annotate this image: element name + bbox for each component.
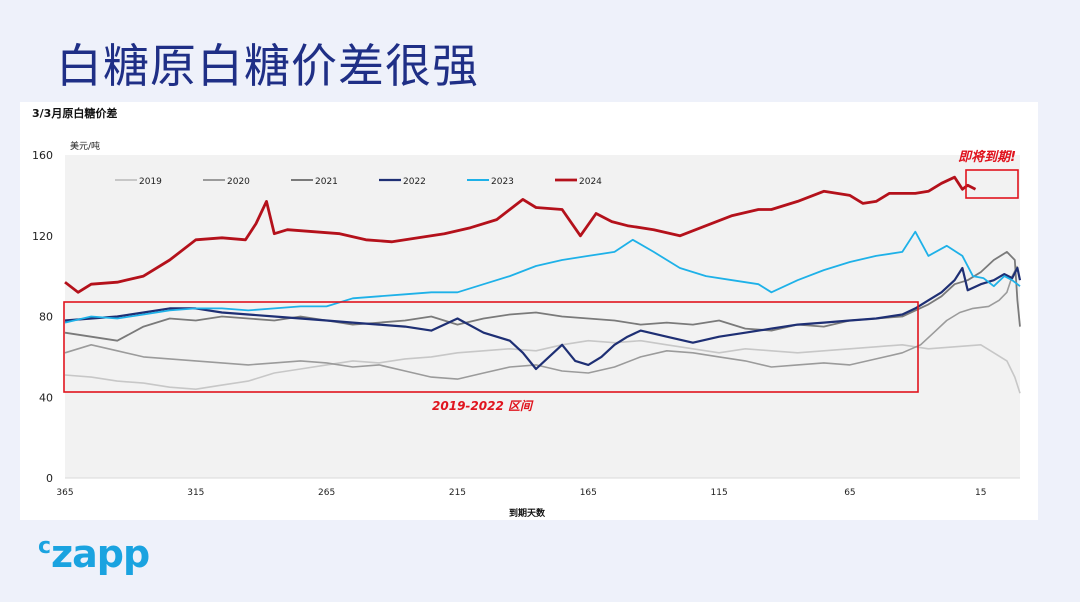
chart-panel: 3/3月原白糖价差 美元/吨 0 40 80 120 160 365 315 265 215 1… — [20, 102, 1038, 520]
y-tick-label: 160 — [32, 149, 53, 162]
x-axis-label: 到期天数 — [509, 507, 546, 519]
expiry-label: 即将到期! — [958, 149, 1016, 165]
y-unit-label: 美元/吨 — [70, 140, 100, 152]
x-tick-label: 65 — [844, 488, 855, 498]
legend-label-2024: 2024 — [579, 177, 602, 187]
logo-c: c — [38, 534, 51, 559]
series-line-2020 — [64, 265, 1019, 380]
spread-line-chart: 3/3月原白糖价差 美元/吨 0 40 80 120 160 365 315 265 215 1… — [32, 106, 1022, 519]
x-tick-label: 315 — [187, 488, 204, 498]
series-line-2023 — [64, 230, 1021, 324]
y-tick-label: 120 — [32, 230, 53, 243]
chart-title: 3/3月原白糖价差 — [32, 106, 117, 120]
series-line-2024 — [64, 175, 977, 294]
x-tick-label: 265 — [318, 488, 335, 498]
expiry-box — [965, 169, 1019, 199]
x-tick-label: 15 — [975, 488, 986, 498]
series-line-2021 — [64, 251, 1021, 342]
y-tick-label: 40 — [39, 391, 53, 404]
legend-label-2019: 2019 — [139, 177, 162, 187]
series-line-2022 — [64, 266, 1022, 371]
range-2019-2022-box — [63, 301, 919, 393]
legend-label-2020: 2020 — [227, 177, 250, 187]
slide-title: 白糖原白糖价差很强 — [56, 39, 479, 93]
logo-rest: zapp — [51, 532, 150, 576]
x-tick-label: 115 — [711, 488, 728, 498]
legend-label-2023: 2023 — [491, 177, 514, 187]
y-tick-label: 80 — [39, 311, 53, 324]
czapp-logo: czapp — [38, 532, 150, 576]
x-tick-label: 365 — [56, 488, 73, 498]
legend-label-2021: 2021 — [315, 177, 338, 187]
range-label: 2019-2022 区间 — [432, 399, 534, 413]
plot-area — [65, 155, 1020, 478]
x-tick-label: 165 — [580, 488, 597, 498]
x-tick-label: 215 — [449, 488, 466, 498]
y-tick-label: 0 — [46, 472, 53, 485]
legend-label-2022: 2022 — [403, 177, 426, 187]
